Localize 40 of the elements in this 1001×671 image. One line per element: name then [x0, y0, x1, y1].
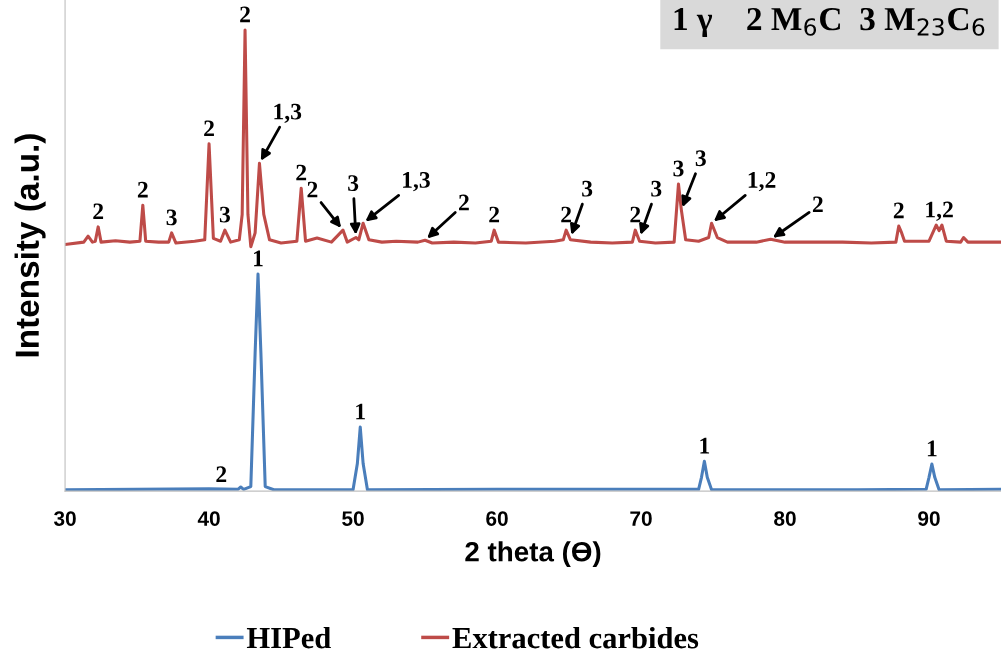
annotation: 2 — [296, 164, 307, 181]
annotation: 3 — [695, 150, 706, 167]
annotation: 2 — [93, 203, 104, 220]
annotation: 3 — [166, 209, 177, 226]
annotation: 2 — [812, 196, 823, 213]
annotation: 3 — [582, 180, 593, 197]
legend-label: HIPed — [246, 626, 331, 649]
annotation: 3 — [651, 180, 662, 197]
annotation: 2 — [459, 194, 469, 211]
annotation: 2 — [489, 206, 500, 223]
annotation: 2 — [630, 206, 641, 223]
annotation: 2 — [216, 466, 227, 482]
annotation: 1 — [927, 440, 937, 457]
annotation: 3 — [348, 175, 359, 192]
annotation: 2 — [204, 120, 214, 137]
annotation: 1 — [700, 437, 710, 454]
annotation: 2 — [561, 206, 572, 223]
annotation: 1,2 — [748, 172, 776, 192]
annotation: 2 — [893, 202, 904, 219]
x-tick-label: 90 — [918, 511, 940, 526]
annotation: 1 — [254, 250, 263, 267]
x-tick-label: 80 — [774, 511, 796, 526]
x-tick-label: 60 — [486, 511, 508, 526]
annotation: 3 — [219, 206, 230, 223]
x-tick-label: 30 — [53, 511, 76, 526]
x-tick-label: 40 — [197, 511, 220, 526]
x-tick-label: 50 — [342, 511, 364, 526]
x-axis-title: 2 theta (ϴ) — [465, 541, 601, 568]
annotation: 2 — [307, 181, 318, 198]
annotation: 2 — [137, 181, 148, 198]
annotation: 2 — [240, 6, 250, 23]
annotation: 1,3 — [403, 172, 430, 192]
annotation: 1,2 — [926, 201, 953, 221]
legend-label: Extracted carbides — [452, 626, 699, 649]
annotation: 1 γ 2 M$_{6}$C 3 M$_{23}$C$_{6}$ — [674, 7, 985, 38]
annotation: 1,3 — [274, 103, 302, 123]
y-axis-title: Intensity (a.u.) — [14, 134, 46, 357]
x-tick-label: 70 — [630, 511, 652, 526]
annotation: 1 — [356, 403, 365, 420]
annotation: 3 — [673, 160, 684, 177]
